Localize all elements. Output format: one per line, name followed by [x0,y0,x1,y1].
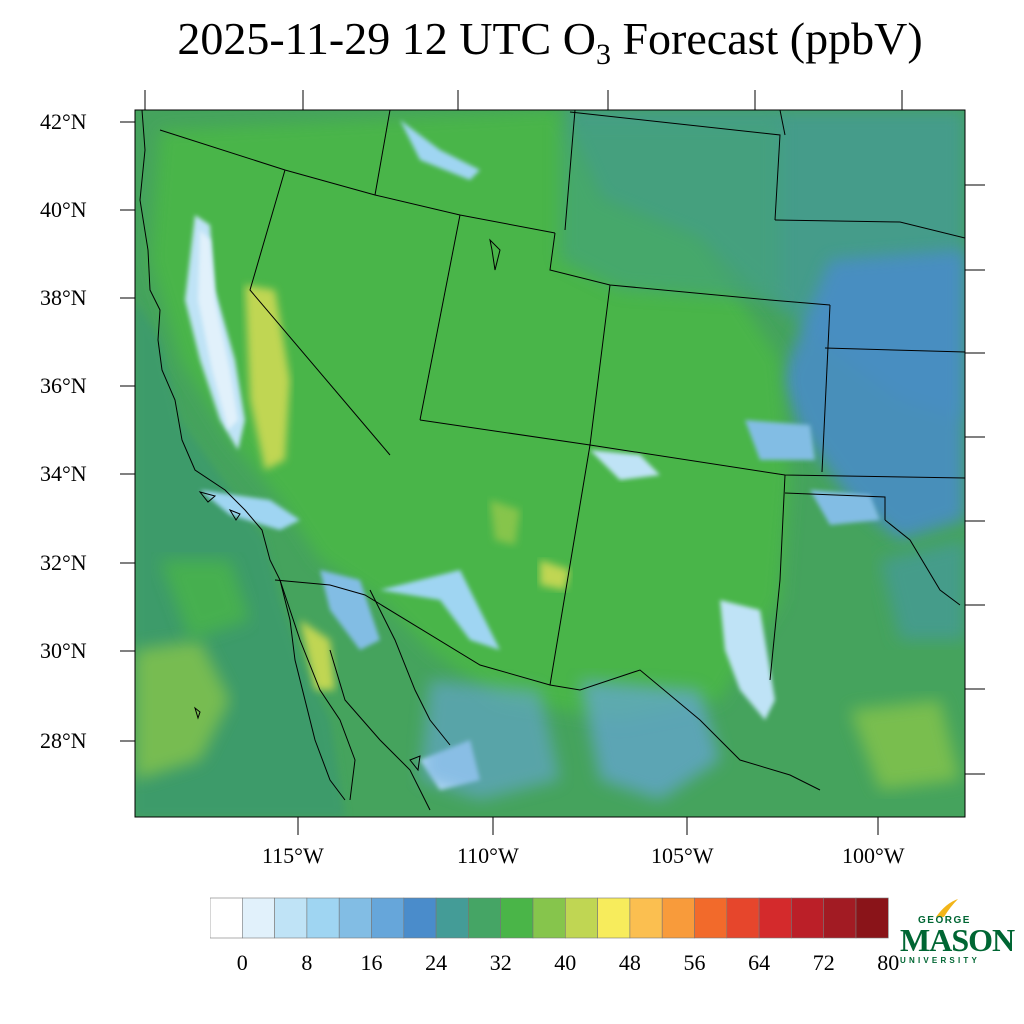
colorbar-tick-label: 24 [425,950,448,975]
lat-label-36n: 36°N [40,373,87,398]
colorbar-tick-label: 0 [236,950,248,975]
colorbar-swatch-13 [629,897,663,939]
colorbar-swatch-2 [274,897,308,939]
lat-ticks [120,121,985,775]
colorbar-swatch-17 [758,897,792,939]
colorbar-swatch-19 [823,897,857,939]
logo-mason-text: MASON [900,922,1015,958]
lon-label-100w: 100°W [842,843,905,868]
lat-label-40n: 40°N [40,197,87,222]
logo-university-text: UNIVERSITY [900,956,981,965]
colorbar-tick-label: 72 [812,950,835,975]
colorbar-swatch-12 [597,897,631,939]
colorbar-swatch-10 [532,897,566,939]
map-frame [134,109,966,818]
map-title: 2025-11-29 12 UTC O3 Forecast (ppbV) [177,13,923,72]
colorbar-tick-label: 56 [683,950,706,975]
colorbar-swatch-4 [338,897,372,939]
lat-label-42n: 42°N [40,109,87,134]
lon-label-105w: 105°W [651,843,714,868]
ozone-field [135,110,965,817]
colorbar-tick-label: 16 [360,950,383,975]
lon-label-110w: 110°W [457,843,519,868]
colorbar-swatch-6 [403,897,437,939]
colorbar-swatch-15 [694,897,728,939]
colorbar-swatch-16 [726,897,760,939]
colorbar-swatch-7 [435,897,469,939]
lat-label-28n: 28°N [40,728,87,753]
colorbar-swatch-5 [371,897,405,939]
state-boundaries [159,110,965,791]
colorbar-swatch-0 [210,897,243,939]
colorbar-swatch-1 [241,897,275,939]
coastlines [139,110,501,811]
lat-label-34n: 34°N [40,461,87,486]
colorbar-swatch-9 [500,897,534,939]
colorbar-swatch-14 [661,897,695,939]
lon-ticks [144,90,903,835]
colorbar-tick-label: 40 [554,950,577,975]
lat-label-38n: 38°N [40,285,87,310]
colorbar-swatch-8 [468,897,501,939]
colorbar-swatch-18 [791,897,825,939]
lon-label-115w: 115°W [262,843,324,868]
colorbar-swatch-3 [306,897,340,939]
logo-george-text: GEORGE [918,915,971,926]
colorbar-tick-label: 32 [489,950,512,975]
colorbar-swatch-11 [564,897,598,939]
colorbar-tick-label: 64 [748,950,771,975]
george-mason-logo [936,899,958,917]
lat-label-32n: 32°N [40,550,87,575]
colorbar [210,897,889,939]
colorbar-swatch-20 [855,897,889,939]
lat-label-30n: 30°N [40,638,87,663]
colorbar-tick-label: 8 [301,950,313,975]
colorbar-tick-label: 48 [618,950,641,975]
colorbar-tick-label: 80 [877,950,900,975]
